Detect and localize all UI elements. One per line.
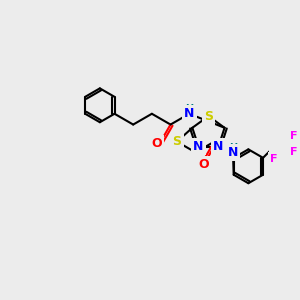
- Text: O: O: [198, 158, 209, 171]
- Text: S: S: [172, 135, 182, 148]
- Text: O: O: [152, 137, 162, 150]
- Text: N: N: [228, 146, 238, 159]
- Text: N: N: [213, 140, 224, 153]
- Text: F: F: [290, 131, 297, 141]
- Text: F: F: [290, 147, 297, 157]
- Text: S: S: [204, 110, 213, 123]
- Text: H: H: [185, 104, 193, 114]
- Text: H: H: [229, 143, 237, 153]
- Text: N: N: [193, 140, 204, 153]
- Text: F: F: [270, 154, 278, 164]
- Text: N: N: [184, 107, 194, 120]
